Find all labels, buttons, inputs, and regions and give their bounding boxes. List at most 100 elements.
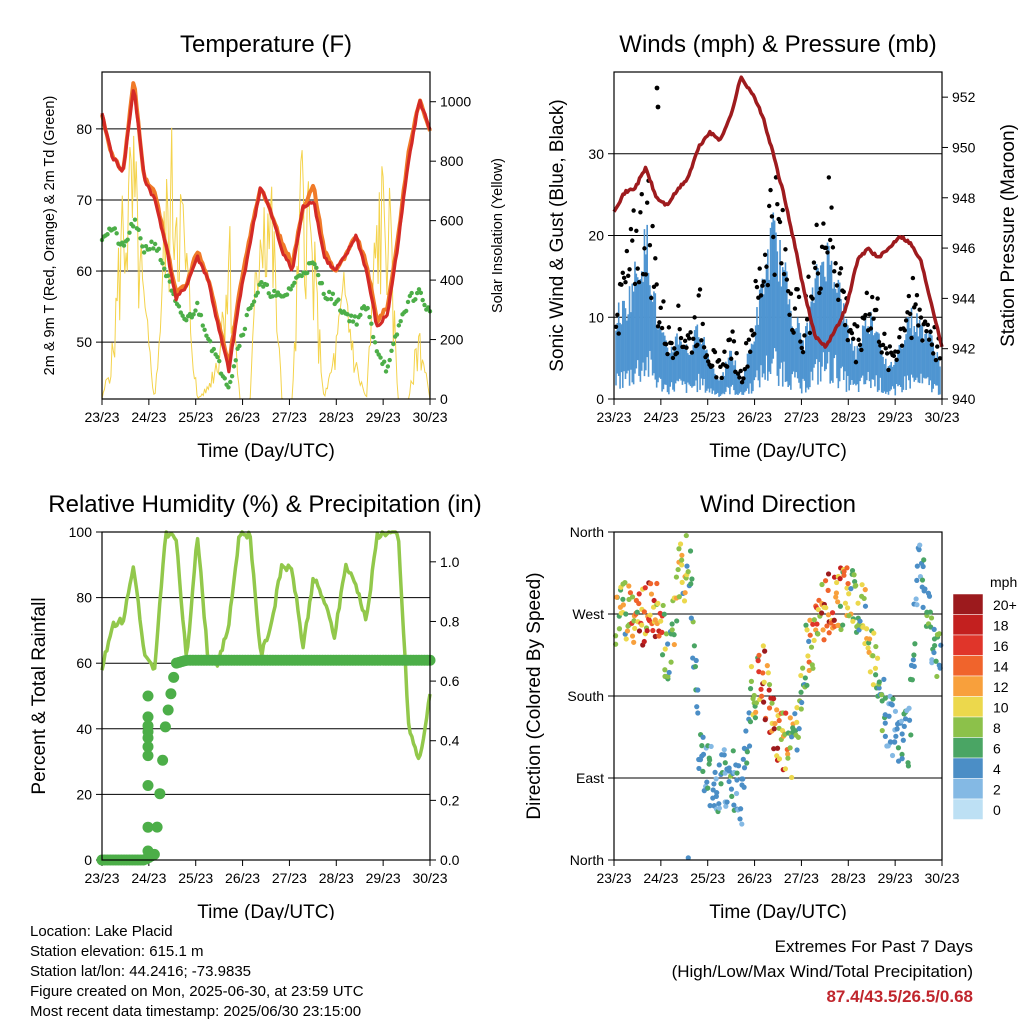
dewpoint-point (121, 243, 127, 248)
dewpoint-point (226, 385, 231, 390)
humidity-left-tick-label: 40 (76, 721, 92, 737)
gust-point (845, 337, 851, 343)
dewpoint-point (383, 369, 389, 374)
direction-point (795, 734, 801, 740)
direction-point (853, 582, 859, 589)
gust-point (779, 261, 784, 266)
direction-point (821, 637, 827, 643)
solar-insolation-line (101, 127, 431, 400)
direction-point (862, 587, 868, 593)
direction-point (760, 643, 766, 649)
gust-point (787, 312, 792, 318)
direction-point (834, 579, 840, 586)
direction-point (746, 743, 753, 749)
direction-panel: Wind Direction North East South West North 23/… (524, 491, 1017, 920)
gust-point (719, 375, 724, 381)
gust-point (700, 321, 705, 327)
direction-point (658, 618, 664, 624)
direction-point (741, 765, 748, 771)
direction-point (836, 622, 842, 628)
direction-point (899, 731, 905, 737)
gust-point (899, 343, 905, 348)
direction-point (820, 627, 826, 633)
direction-point (722, 770, 728, 776)
legend-label: 0 (993, 802, 1001, 818)
legend-swatch (952, 716, 984, 738)
direction-point (833, 590, 840, 596)
direction-point (676, 594, 682, 600)
direction-point (626, 583, 632, 589)
winds-x-tick-label: 29/23 (878, 409, 913, 425)
humidity-x-tick-label: 27/23 (272, 870, 307, 886)
gust-point (902, 328, 907, 333)
direction-point (844, 565, 850, 571)
direction-point (931, 649, 937, 656)
direction-point (910, 657, 916, 663)
direction-point (867, 636, 873, 642)
direction-point (683, 532, 689, 539)
direction-point (822, 578, 829, 584)
humidity-xlabel: Time (Day/UTC) (197, 902, 335, 920)
dewpoint-point (152, 241, 158, 247)
gust-point (929, 342, 935, 347)
gust-point (810, 296, 815, 301)
humidity-panel: Relative Humidity (%) & Precipitation (i… (29, 491, 482, 920)
direction-point (917, 542, 923, 548)
direction-point (826, 630, 832, 636)
legend-label: 14 (993, 659, 1009, 675)
direction-point (805, 653, 811, 659)
dewpoint-point (160, 261, 165, 266)
direction-point (787, 715, 793, 721)
precip-point (142, 821, 154, 833)
direction-point (741, 784, 747, 790)
direction-point (679, 562, 685, 568)
dewpoint-point (369, 321, 374, 326)
humidity-left-tick-label: 100 (69, 524, 93, 540)
direction-point (881, 676, 887, 682)
legend-swatch (952, 798, 984, 820)
direction-point (848, 586, 854, 592)
dewpoint-point (394, 332, 400, 337)
direction-point (851, 572, 857, 578)
dewpoint-point (169, 288, 174, 293)
direction-point (844, 605, 851, 611)
direction-x-tick-label: 28/23 (831, 870, 866, 886)
direction-point (688, 581, 694, 587)
direction-point (841, 572, 847, 578)
gust-point (841, 289, 846, 295)
direction-point (735, 763, 742, 769)
dewpoint-point (140, 244, 145, 249)
station-meteogram: Temperature (F)5060708002004006008001000… (29, 31, 1019, 920)
direction-point (733, 790, 740, 797)
gust-point (766, 203, 772, 209)
direction-x-tick-label: 26/23 (737, 870, 772, 886)
direction-point (669, 621, 675, 627)
direction-point (928, 615, 935, 621)
gust-point (644, 200, 650, 205)
dewpoint-point (367, 314, 372, 320)
direction-point (789, 734, 795, 740)
gust-point (882, 331, 887, 336)
gust-point (918, 315, 924, 320)
gust-point (762, 252, 768, 257)
direction-point (857, 618, 863, 624)
gust-point (754, 284, 760, 290)
gust-point (909, 335, 914, 341)
direction-point (695, 687, 701, 693)
extremes-box: Extremes For Past 7 Days (High/Low/Max W… (672, 934, 973, 1009)
direction-point (794, 705, 800, 711)
direction-point (920, 604, 926, 610)
gust-point (676, 303, 681, 308)
gust-point (734, 351, 739, 356)
direction-point (623, 636, 629, 642)
dewpoint-point (347, 319, 352, 324)
direction-x-tick-label: 24/23 (643, 870, 678, 886)
gust-point (826, 175, 832, 180)
direction-point (705, 785, 711, 791)
direction-left-tick-label: East (576, 770, 604, 786)
direction-point (927, 609, 933, 615)
dewpoint-point (231, 364, 237, 369)
direction-point (900, 737, 906, 743)
direction-point (782, 766, 789, 772)
direction-point (837, 576, 843, 582)
